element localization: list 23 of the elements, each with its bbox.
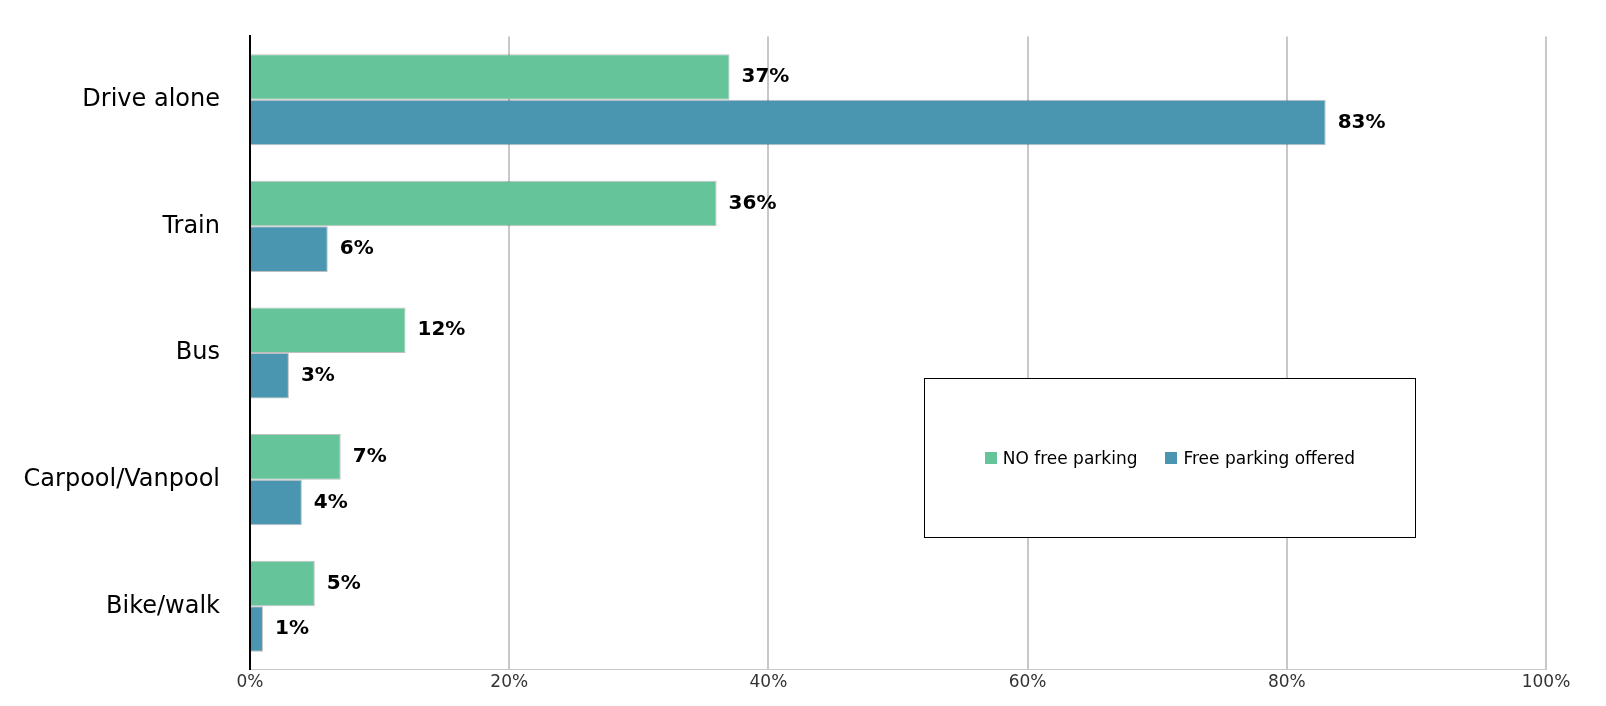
data-label: 36% (728, 189, 777, 214)
data-label: 37% (741, 63, 790, 88)
x-tick-label: 80% (1267, 671, 1306, 692)
data-label: 5% (326, 569, 361, 594)
data-label: 4% (313, 488, 348, 513)
y-tick-label: Train (161, 210, 220, 239)
data-label: 7% (352, 443, 387, 468)
x-tick-label: 0% (236, 671, 264, 692)
x-tick-label: 40% (749, 671, 788, 692)
y-tick-label: Bus (175, 337, 220, 366)
y-tick-label: Carpool/Vanpool (23, 463, 220, 492)
y-tick-label: Drive alone (82, 83, 220, 112)
y-tick-label: Bike/walk (106, 590, 221, 619)
data-label: 6% (339, 235, 374, 260)
data-label: 83% (1337, 108, 1386, 133)
data-label: 1% (274, 615, 309, 640)
legend-label: NO free parking (1002, 448, 1138, 469)
data-label: 12% (417, 316, 466, 341)
legend-label: Free parking offered (1183, 448, 1356, 469)
x-tick-label: 60% (1008, 671, 1047, 692)
x-tick-label: 100% (1521, 671, 1571, 692)
data-label: 3% (300, 362, 335, 386)
x-tick-label: 20% (490, 671, 529, 692)
